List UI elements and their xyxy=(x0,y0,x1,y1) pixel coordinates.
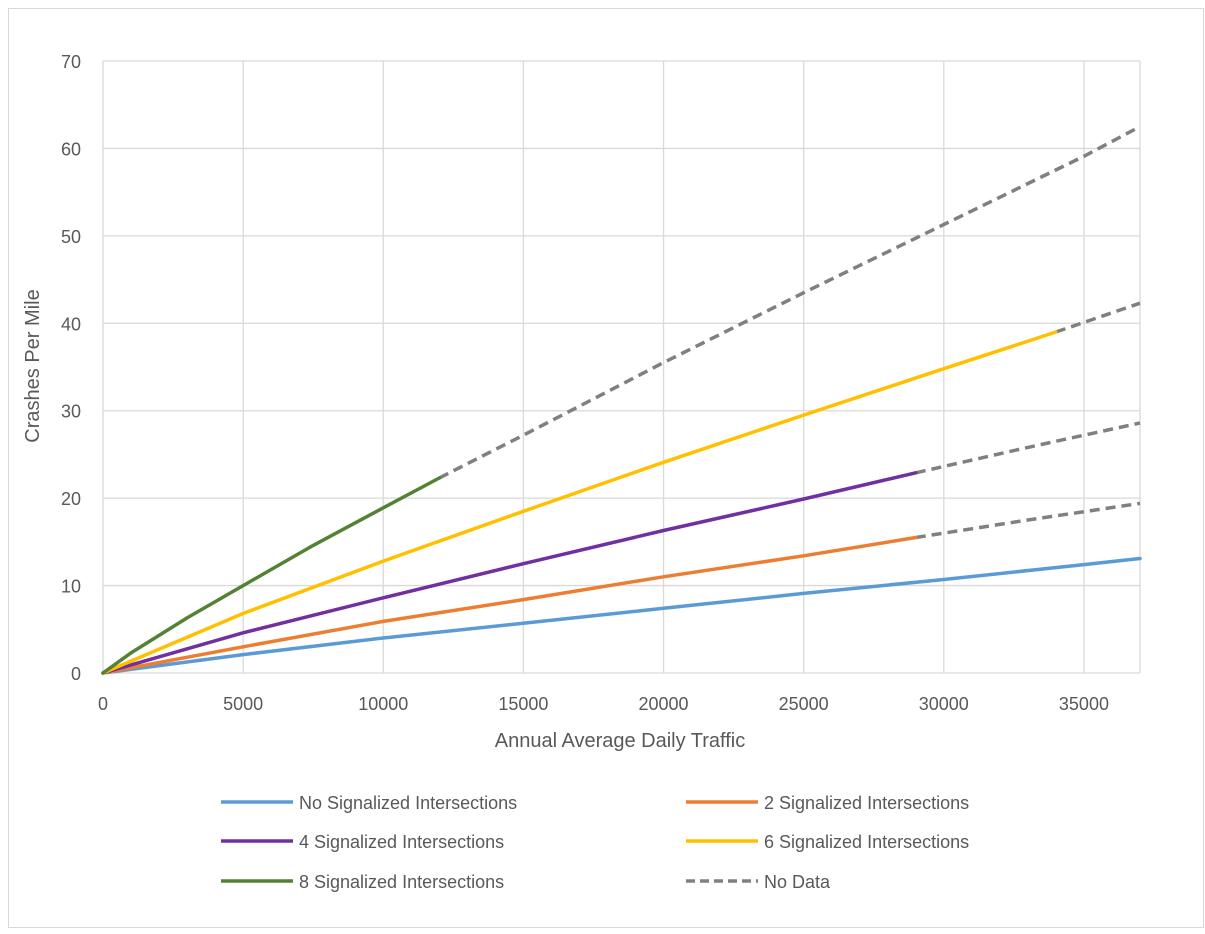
legend-item: No Signalized Intersections xyxy=(221,793,517,813)
x-tick-label: 15000 xyxy=(498,694,548,714)
series-line-5 xyxy=(101,476,442,675)
y-tick-label: 20 xyxy=(61,489,81,509)
no-data-line xyxy=(915,421,1141,475)
legend: No Signalized Intersections 2 Signalized … xyxy=(221,793,969,892)
legend-label: No Data xyxy=(764,872,831,892)
series-line-1 xyxy=(101,556,1142,675)
x-tick-label: 10000 xyxy=(358,694,408,714)
legend-label: 4 Signalized Intersections xyxy=(299,832,504,852)
legend-label: 2 Signalized Intersections xyxy=(764,793,969,813)
y-axis-title: Crashes Per Mile xyxy=(22,289,44,442)
legend-item: 2 Signalized Intersections xyxy=(686,793,969,813)
y-tick-label: 60 xyxy=(61,139,81,159)
legend-item: No Data xyxy=(686,872,831,892)
legend-label: No Signalized Intersections xyxy=(299,793,517,813)
legend-item: 4 Signalized Intersections xyxy=(221,832,504,852)
y-tick-label: 30 xyxy=(61,402,81,422)
x-tick-label: 35000 xyxy=(1059,694,1109,714)
chart: 0 10 20 30 40 50 60 70 0 5000 10000 15000 20000 25000… xyxy=(22,52,1142,892)
x-axis-title: Annual Average Daily Traffic xyxy=(495,730,746,752)
x-tick-label: 30000 xyxy=(919,694,969,714)
series-line-3 xyxy=(101,471,918,675)
legend-item: 8 Signalized Intersections xyxy=(221,872,504,892)
y-tick-label: 0 xyxy=(71,664,81,684)
no-data-line xyxy=(438,125,1141,480)
chart-frame: 0 10 20 30 40 50 60 70 0 5000 10000 15000 20000 25000… xyxy=(8,8,1204,928)
x-tick-label: 5000 xyxy=(223,694,263,714)
series-lines xyxy=(101,125,1142,675)
x-tick-label: 20000 xyxy=(639,694,689,714)
legend-item: 6 Signalized Intersections xyxy=(686,832,969,852)
tick-labels: 0 10 20 30 40 50 60 70 0 5000 10000 15000 20000 25000… xyxy=(61,52,1109,714)
no-data-line xyxy=(915,501,1141,540)
x-tick-label: 25000 xyxy=(779,694,829,714)
y-tick-label: 50 xyxy=(61,227,81,247)
no-data-line xyxy=(1055,301,1141,334)
y-tick-label: 40 xyxy=(61,314,81,334)
y-tick-label: 70 xyxy=(61,52,81,72)
legend-label: 6 Signalized Intersections xyxy=(764,832,969,852)
legend-label: 8 Signalized Intersections xyxy=(299,872,504,892)
x-tick-label: 0 xyxy=(98,694,108,714)
grid xyxy=(102,60,1141,674)
y-tick-label: 10 xyxy=(61,577,81,597)
series-line-2 xyxy=(101,535,918,675)
series-line-4 xyxy=(101,330,1058,675)
